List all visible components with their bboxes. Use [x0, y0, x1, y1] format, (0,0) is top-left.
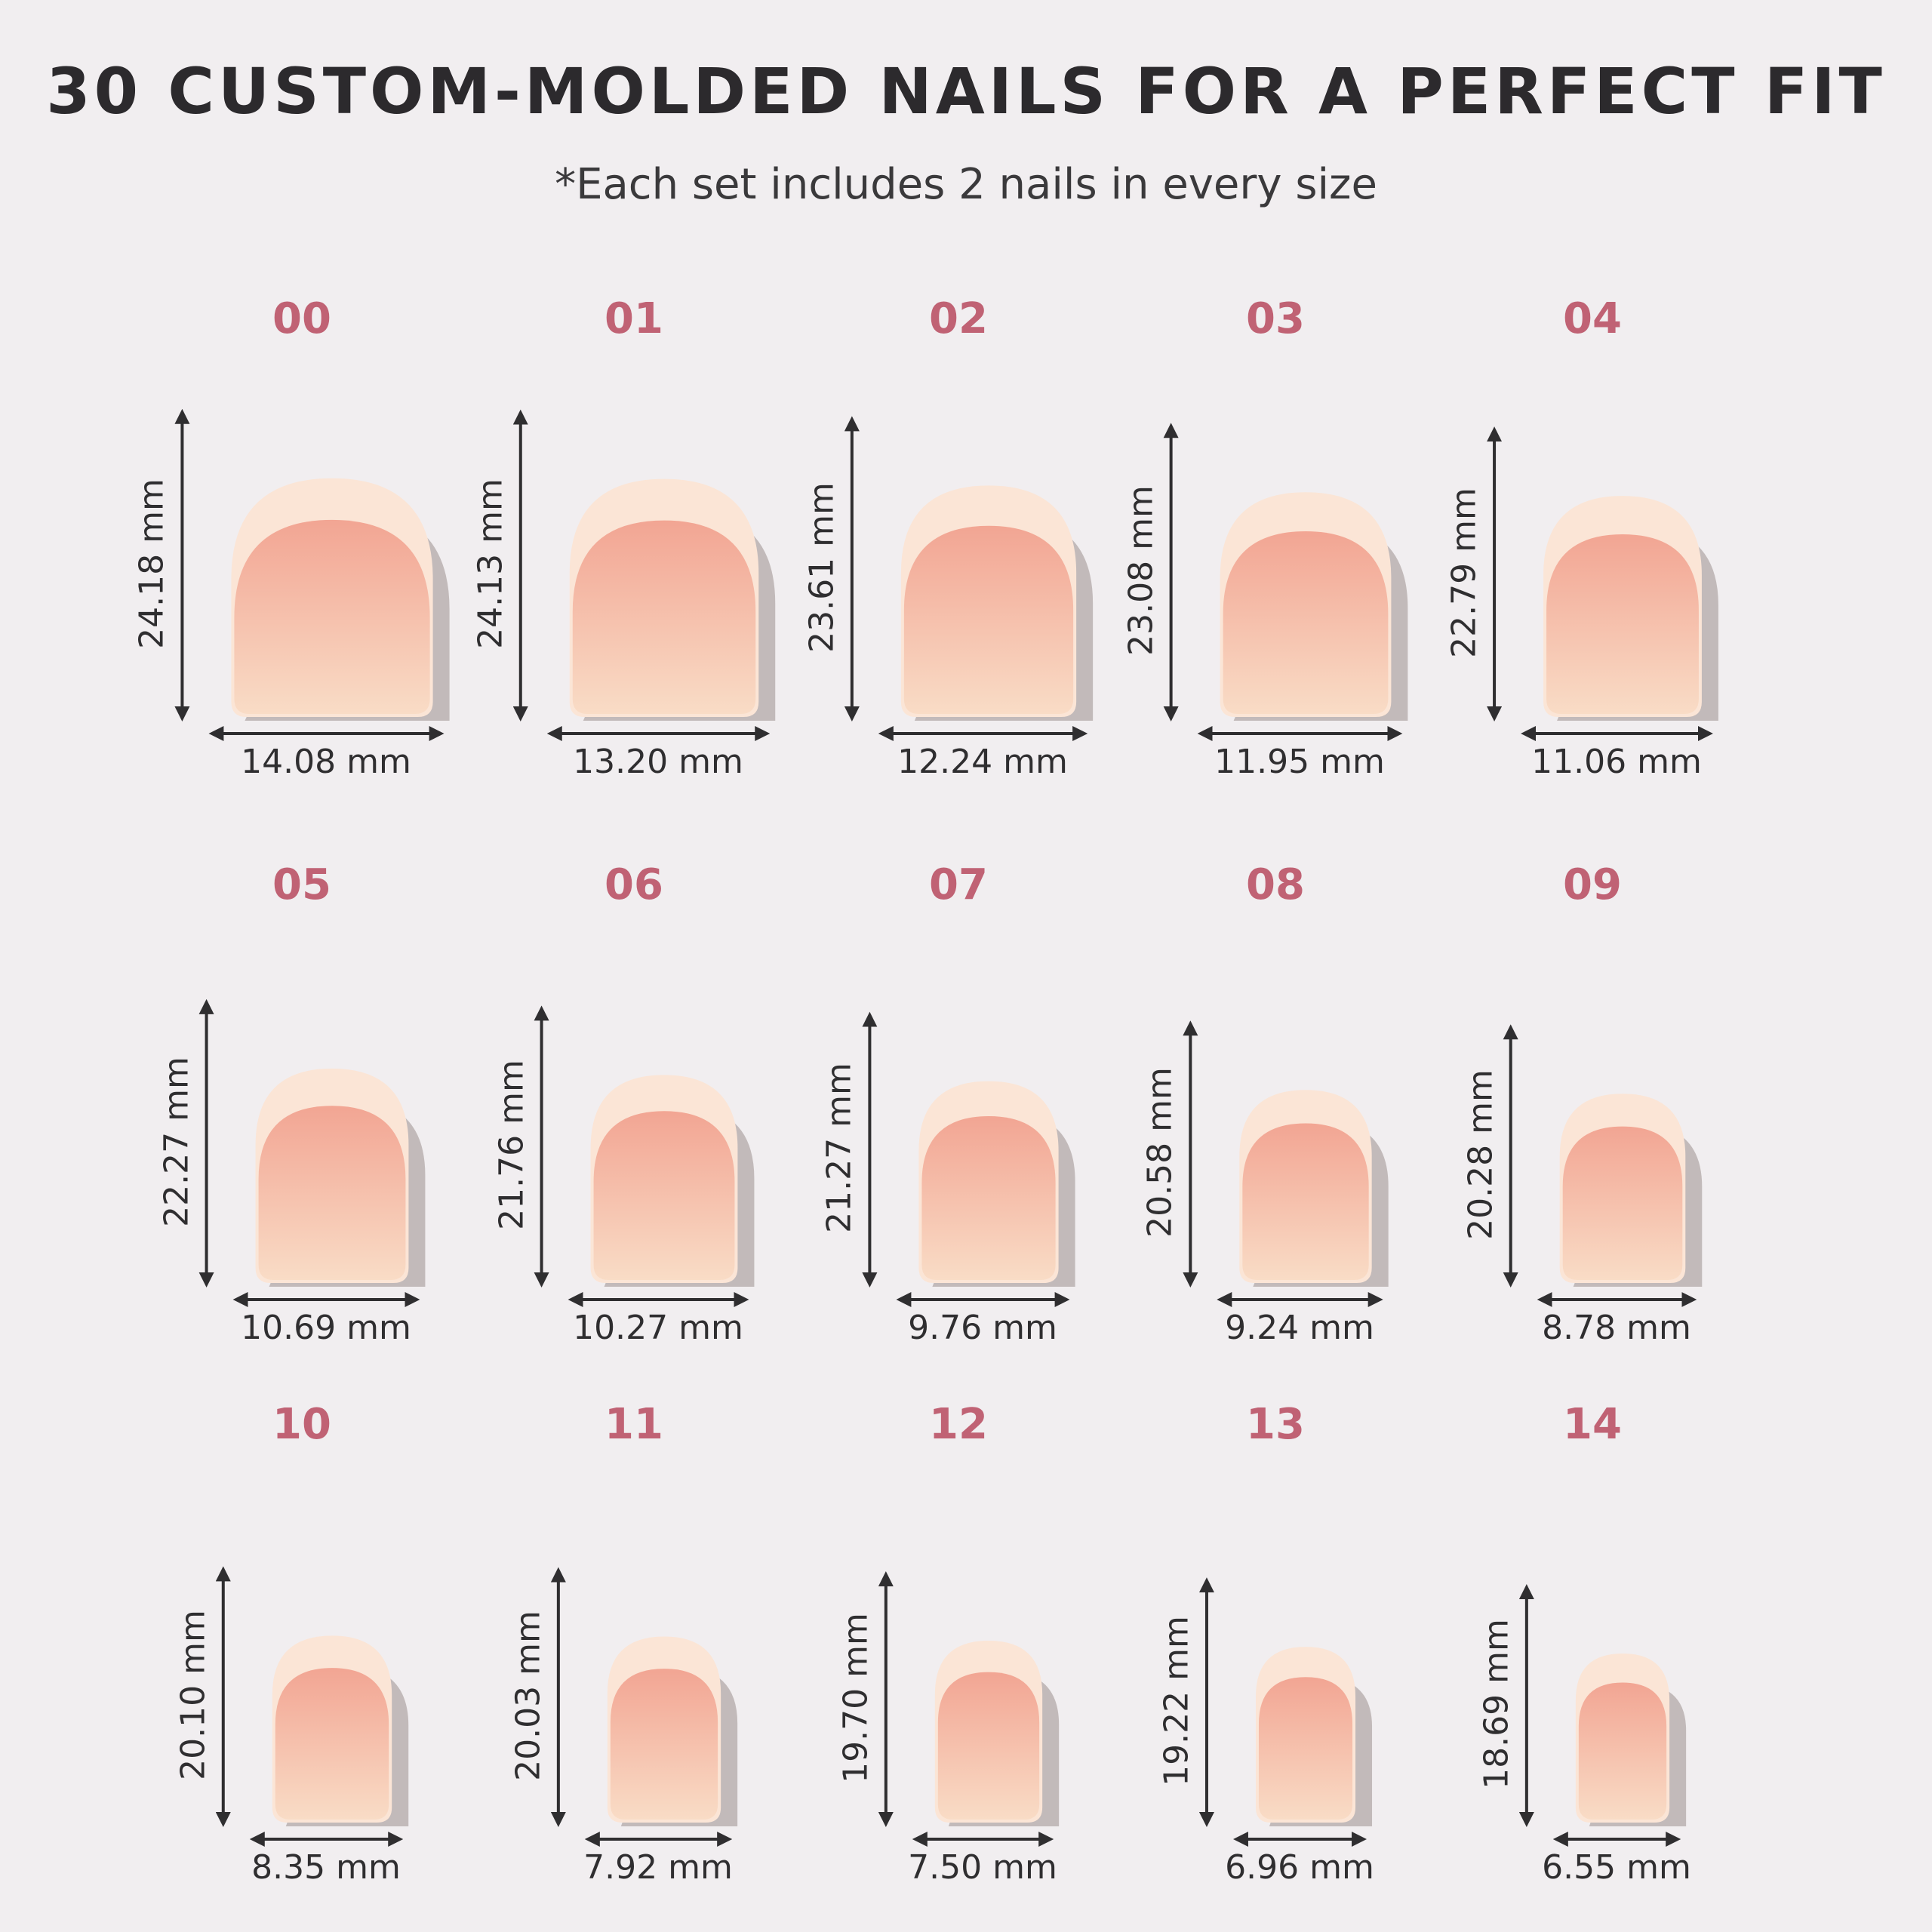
nail-size-card: 07 21.27 mm 9.76 mm: [800, 860, 1117, 1374]
nail-illustration: [862, 1011, 1075, 1307]
nail-length-label: 20.28 mm: [1461, 1069, 1500, 1240]
nail-width-label: 7.92 mm: [583, 1848, 733, 1887]
nail-illustration: [878, 1571, 1060, 1847]
nail-illustration: [174, 408, 450, 741]
nail-bed: [921, 1115, 1056, 1280]
nail-width-label: 9.24 mm: [1225, 1309, 1374, 1347]
nail-size-number: 13: [1246, 1400, 1305, 1449]
nail-illustration: [1503, 1024, 1703, 1307]
nail-length-label: 19.70 mm: [836, 1612, 875, 1783]
nail-length-label: 20.58 mm: [1140, 1067, 1180, 1238]
nail-bed: [1242, 1123, 1369, 1280]
page-title: 30 CUSTOM-MOLDED NAILS FOR A PERFECT FIT: [46, 54, 1886, 128]
nail-size-number: 12: [929, 1400, 988, 1449]
nail-illustration: [534, 1005, 755, 1307]
nail-illustration: [215, 1566, 409, 1847]
nail-illustration: [198, 998, 426, 1307]
nail-bed: [1562, 1126, 1683, 1280]
nail-width-label: 11.06 mm: [1531, 743, 1702, 781]
nail-bed: [1258, 1677, 1353, 1820]
nail-bed: [1223, 531, 1389, 714]
nail-size-number: 14: [1563, 1400, 1622, 1449]
nail-size-card: 11 20.03 mm 7.92 mm: [475, 1400, 792, 1913]
nail-size-number: 11: [605, 1400, 663, 1449]
nail-length-label: 19.22 mm: [1157, 1615, 1196, 1786]
nail-length-label: 20.03 mm: [509, 1610, 548, 1781]
nail-width-label: 12.24 mm: [897, 743, 1068, 781]
nail-width-label: 7.50 mm: [908, 1848, 1057, 1887]
nail-size-card: 10 20.10 mm 8.35 mm: [143, 1400, 460, 1913]
nail-width-label: 8.35 mm: [251, 1848, 401, 1887]
nail-size-number: 03: [1246, 294, 1305, 343]
nail-length-label: 22.27 mm: [157, 1057, 196, 1227]
nail-illustration: [1487, 426, 1718, 741]
nail-size-card: 00 24.18 mm 14.08 mm: [133, 294, 460, 808]
nail-length-label: 22.79 mm: [1444, 487, 1484, 658]
nail-length-label: 23.08 mm: [1121, 485, 1161, 656]
nail-width-label: 10.69 mm: [241, 1309, 411, 1347]
nail-size-card: 02 23.61 mm 12.24 mm: [800, 294, 1117, 808]
nail-size-card: 08 20.58 mm 9.24 mm: [1117, 860, 1434, 1374]
nail-bed: [610, 1669, 718, 1820]
nail-bed: [903, 525, 1074, 714]
nail-length-label: 24.13 mm: [471, 478, 510, 650]
nail-size-number: 05: [272, 860, 331, 909]
nail-width-label: 10.27 mm: [573, 1309, 743, 1347]
nail-length-label: 24.18 mm: [132, 478, 171, 649]
nail-bed: [937, 1672, 1040, 1820]
nail-bed: [275, 1668, 389, 1820]
nail-size-number: 02: [929, 294, 988, 343]
nail-size-card: 01 24.13 mm 13.20 mm: [471, 294, 792, 808]
nail-size-number: 04: [1563, 294, 1622, 343]
nail-bed: [1578, 1682, 1667, 1820]
nail-length-label: 21.27 mm: [820, 1063, 859, 1234]
nail-length-label: 20.10 mm: [174, 1610, 213, 1780]
nail-bed: [593, 1111, 735, 1280]
nail-width-label: 13.20 mm: [573, 743, 743, 781]
nail-illustration: [512, 409, 776, 741]
nail-width-label: 14.08 mm: [241, 743, 411, 781]
nail-length-label: 21.76 mm: [492, 1060, 531, 1231]
nail-illustration: [1198, 1577, 1373, 1847]
nail-bed: [258, 1106, 406, 1280]
nail-size-card: 06 21.76 mm 10.27 mm: [475, 860, 792, 1374]
nail-bed: [1546, 534, 1699, 714]
nail-illustration: [550, 1567, 738, 1847]
nail-size-number: 08: [1246, 860, 1305, 909]
nail-size-number: 00: [272, 294, 331, 343]
nail-width-label: 9.76 mm: [908, 1309, 1057, 1347]
nail-size-number: 06: [605, 860, 663, 909]
nail-illustration: [1183, 1020, 1389, 1307]
nail-bed: [572, 520, 756, 714]
nail-size-card: 14 18.69 mm 6.55 mm: [1434, 1400, 1751, 1913]
nail-width-label: 11.95 mm: [1214, 743, 1385, 781]
nail-illustration: [1518, 1584, 1687, 1847]
nail-length-label: 18.69 mm: [1477, 1619, 1516, 1789]
page-subtitle: *Each set includes 2 nails in every size: [555, 160, 1377, 209]
nail-width-label: 6.96 mm: [1225, 1848, 1374, 1887]
nail-size-card: 09 20.28 mm 8.78 mm: [1434, 860, 1751, 1374]
nail-size-number: 07: [929, 860, 988, 909]
nail-size-card: 12 19.70 mm 7.50 mm: [800, 1400, 1117, 1913]
nail-size-card: 13 19.22 mm 6.96 mm: [1117, 1400, 1434, 1913]
nail-size-card: 03 23.08 mm 11.95 mm: [1117, 294, 1434, 808]
nail-size-card: 05 22.27 mm 10.69 mm: [143, 860, 460, 1374]
nail-illustration: [1163, 423, 1408, 741]
nail-bed: [234, 519, 430, 714]
nail-illustration: [844, 416, 1094, 741]
nail-width-label: 6.55 mm: [1542, 1848, 1691, 1887]
nail-width-label: 8.78 mm: [1542, 1309, 1691, 1347]
nail-length-label: 23.61 mm: [802, 481, 841, 653]
nail-size-number: 10: [272, 1400, 331, 1449]
nail-size-card: 04 22.79 mm 11.06 mm: [1434, 294, 1751, 808]
nail-size-number: 01: [605, 294, 663, 343]
nail-size-number: 09: [1563, 860, 1622, 909]
